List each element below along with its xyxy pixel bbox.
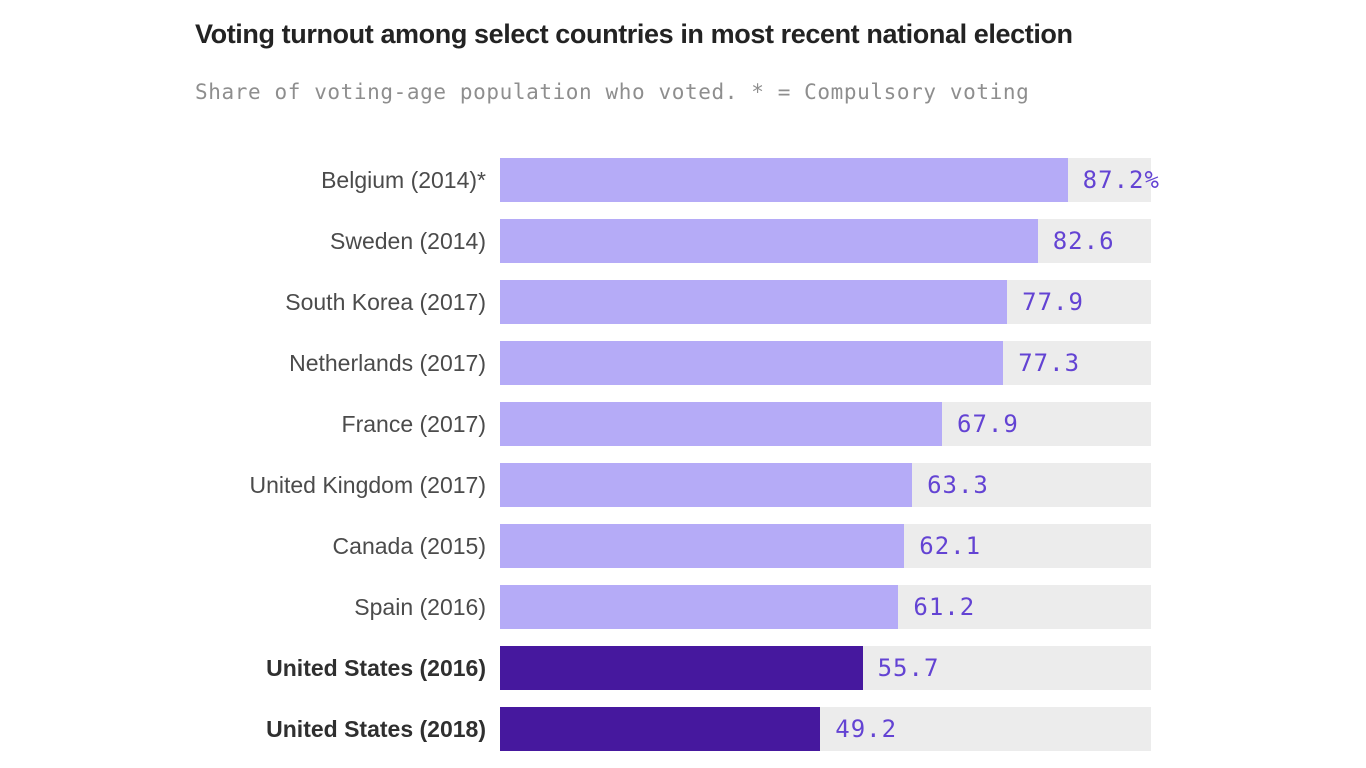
value-label: 62.1 — [919, 532, 982, 560]
category-label: Sweden (2014) — [330, 227, 486, 254]
bar-row: United States (2018) 49.2 — [0, 707, 1366, 751]
category-label: South Korea (2017) — [285, 288, 486, 315]
chart-subtitle: Share of voting-age population who voted… — [195, 80, 1030, 104]
value-label: 77.9 — [1022, 288, 1084, 316]
category-label: Canada (2015) — [332, 532, 486, 559]
bar-segment — [500, 646, 863, 690]
value-label: 77.3 — [1018, 349, 1081, 377]
bar-row: France (2017) 67.9 — [0, 402, 1366, 446]
value-label: 63.3 — [927, 471, 989, 499]
category-label: Belgium (2014)* — [321, 166, 486, 193]
category-label: Spain (2016) — [354, 593, 486, 620]
bar-row: Sweden (2014) 82.6 — [0, 219, 1366, 263]
bar-row: United Kingdom (2017) 63.3 — [0, 463, 1366, 507]
bar-row: Canada (2015) 62.1 — [0, 524, 1366, 568]
bar-track: 67.9 — [500, 402, 1151, 446]
value-label: 61.2 — [913, 593, 976, 621]
bar-track: 77.9 — [500, 280, 1151, 324]
bar-track: 87.2% — [500, 158, 1159, 202]
category-label: United States (2018) — [266, 715, 486, 742]
bar-segment — [500, 158, 1068, 202]
value-label: 82.6 — [1052, 227, 1115, 255]
bar-track: 82.6 — [500, 219, 1151, 263]
bar-segment — [500, 524, 905, 568]
category-label: United States (2016) — [266, 654, 486, 681]
chart-title: Voting turnout among select countries in… — [195, 19, 1073, 49]
bar-track: 49.2 — [500, 707, 1151, 751]
bar-track: 61.2 — [500, 585, 1151, 629]
bar-segment — [500, 463, 913, 507]
category-label: United Kingdom (2017) — [249, 471, 486, 498]
bar-segment — [500, 341, 1004, 385]
bar-row: Spain (2016) 61.2 — [0, 585, 1366, 629]
bar-segment — [500, 707, 821, 751]
bar-segment — [500, 585, 899, 629]
bar-row: United States (2016) 55.7 — [0, 646, 1366, 690]
value-label: 67.9 — [957, 410, 1019, 438]
value-label: 55.7 — [877, 654, 940, 682]
bar-segment — [500, 219, 1038, 263]
value-label: 49.2 — [835, 715, 898, 743]
bar-row: South Korea (2017) 77.9 — [0, 280, 1366, 324]
bar-track: 77.3 — [500, 341, 1151, 385]
bar-track: 62.1 — [500, 524, 1151, 568]
value-label: 87.2% — [1082, 166, 1160, 194]
category-label: Netherlands (2017) — [289, 349, 486, 376]
bar-row: Netherlands (2017) 77.3 — [0, 341, 1366, 385]
bar-segment — [500, 280, 1008, 324]
bar-segment — [500, 402, 943, 446]
category-label: France (2017) — [341, 410, 486, 437]
bar-track: 63.3 — [500, 463, 1151, 507]
bar-chart-rows: Belgium (2014)* 87.2% Sweden (2014) 82.6 Sou… — [0, 158, 1366, 768]
bar-track: 55.7 — [500, 646, 1151, 690]
bar-row: Belgium (2014)* 87.2% — [0, 158, 1366, 202]
